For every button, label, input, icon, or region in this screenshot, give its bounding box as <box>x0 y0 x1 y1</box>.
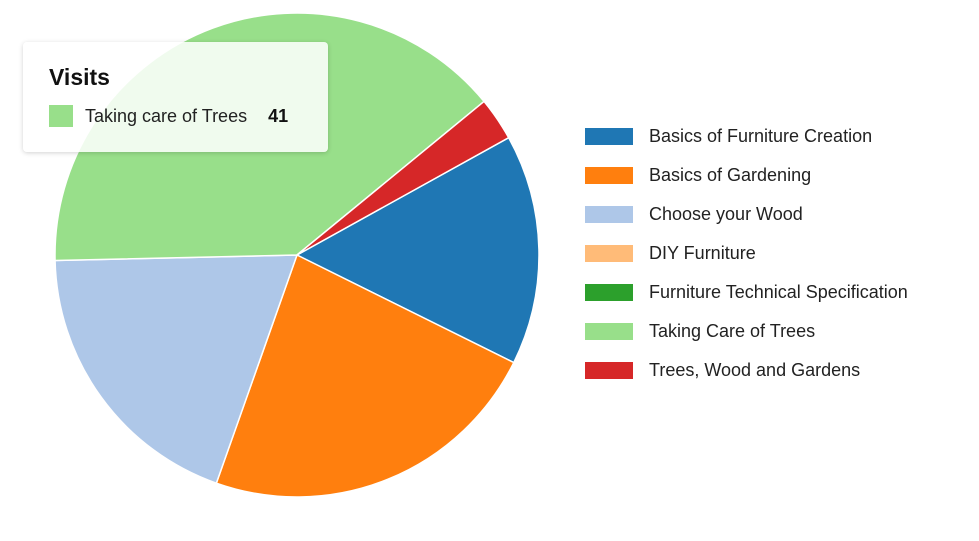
tooltip-label: Taking care of Trees <box>85 105 248 126</box>
legend-swatch <box>585 128 633 145</box>
legend-item[interactable]: Basics of Gardening <box>585 165 965 185</box>
legend-label: Furniture Technical Specification <box>649 282 908 302</box>
legend-label: Choose your Wood <box>649 204 803 224</box>
pie-slice-choose-your-wood[interactable] <box>54 254 299 485</box>
legend-swatch <box>585 284 633 301</box>
chart-legend: Basics of Furniture Creation Basics of Ga… <box>585 126 965 400</box>
legend-label: Taking Care of Trees <box>649 321 816 341</box>
legend-label: DIY Furniture <box>649 243 756 263</box>
legend-item[interactable]: Trees, Wood and Gardens <box>585 360 965 380</box>
legend-item[interactable]: Taking Care of Trees <box>585 321 965 341</box>
legend-swatch <box>585 362 633 379</box>
pie-slice-trees-wood-and-gardens[interactable] <box>296 100 510 256</box>
pie-slice-basics-of-furniture-creation[interactable] <box>295 136 540 364</box>
pie-slices <box>54 12 540 498</box>
legend-item[interactable]: Basics of Furniture Creation <box>585 126 965 146</box>
tooltip-title: Visits <box>49 64 110 90</box>
legend-swatch <box>585 167 633 184</box>
tooltip-color-swatch <box>49 105 73 127</box>
legend-item[interactable]: DIY Furniture <box>585 243 965 263</box>
legend-label: Trees, Wood and Gardens <box>649 360 861 380</box>
chart-tooltip: Visits Taking care of Trees 41 <box>23 42 328 152</box>
pie-slice-basics-of-gardening[interactable] <box>215 253 515 498</box>
legend-label: Basics of Furniture Creation <box>649 126 873 146</box>
legend-item[interactable]: Furniture Technical Specification <box>585 282 965 302</box>
legend-swatch <box>585 323 633 340</box>
legend-item[interactable]: Choose your Wood <box>585 204 965 224</box>
legend-label: Basics of Gardening <box>649 165 812 185</box>
tooltip-value: 41 <box>268 105 289 126</box>
legend-swatch <box>585 245 633 262</box>
legend-swatch <box>585 206 633 223</box>
tooltip-row: Taking care of Trees 41 <box>49 105 288 127</box>
